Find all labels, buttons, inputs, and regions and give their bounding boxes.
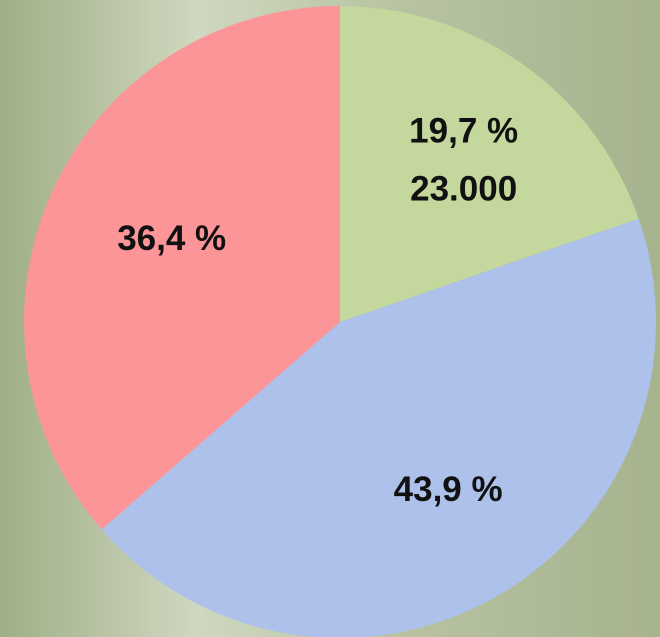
value-label: 36,4 % xyxy=(117,219,226,258)
annotation: 23.000 xyxy=(410,170,517,209)
pie-slice xyxy=(101,218,656,637)
value-label: 43,9 % xyxy=(394,470,503,509)
pie-slice xyxy=(23,6,341,530)
pie: 19,7 % 23.000 43,9 % 36,4 % xyxy=(23,6,656,637)
pie-slice xyxy=(340,6,639,322)
value-label: 19,7 % xyxy=(409,112,518,151)
